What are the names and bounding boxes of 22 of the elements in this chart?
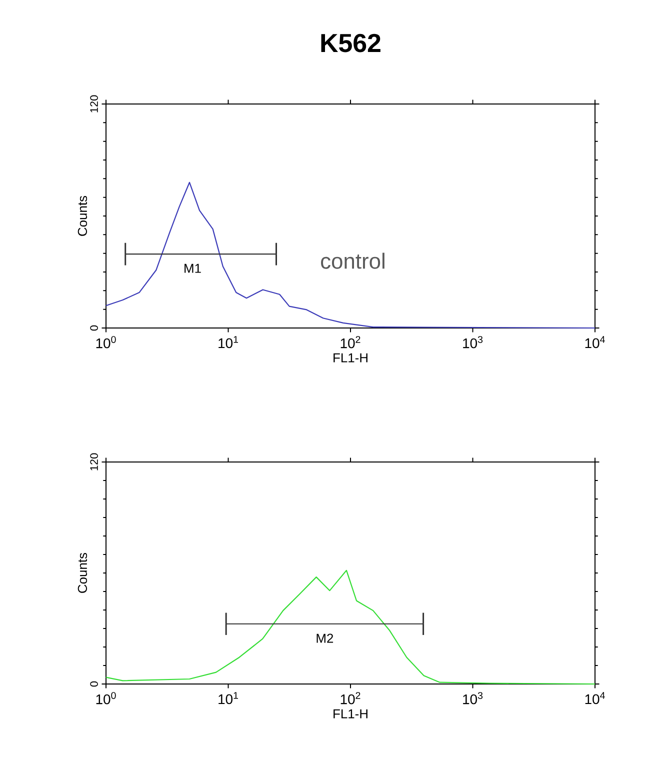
y-tick-label: 0: [90, 325, 98, 331]
x-tick-label: 10$^{3}$: [463, 336, 483, 348]
x-tick-label: 10$^{4}$: [585, 336, 605, 348]
x-tick-label: 10$^{2}$: [340, 336, 360, 348]
x-tick-label: 10$^{0}$: [96, 336, 116, 348]
x-axis-title: FL1-H: [334, 353, 368, 362]
x-tick-label: 10$^{3}$: [463, 692, 483, 704]
x-tick-label: 10$^{0}$: [96, 692, 116, 704]
x-tick-label: 10$^{1}$: [218, 692, 238, 704]
y-tick-label: 120: [90, 453, 98, 470]
y-axis-title: Counts: [78, 196, 88, 236]
y-axis-title: Counts: [78, 552, 88, 593]
x-tick-label: 10$^{4}$: [585, 692, 605, 704]
x-tick-label: 10$^{1}$: [218, 336, 238, 348]
chart-title: K562: [321, 34, 380, 52]
y-tick-label: 120: [90, 95, 98, 112]
annotation: control: [321, 252, 384, 269]
annotation: M2: [316, 634, 334, 643]
x-axis-title: FL1-H: [334, 709, 368, 718]
x-tick-label: 10$^{2}$: [340, 692, 360, 704]
y-tick-label: 0: [90, 681, 98, 687]
annotation: M1: [184, 264, 201, 273]
